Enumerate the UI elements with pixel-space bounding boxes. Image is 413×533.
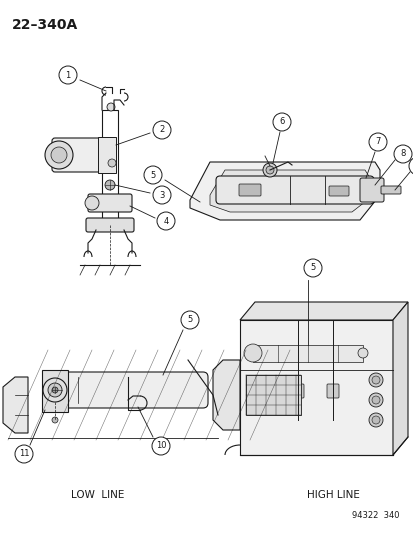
Text: 10: 10 (155, 441, 166, 450)
Polygon shape (42, 370, 68, 412)
Circle shape (45, 141, 73, 169)
Circle shape (272, 113, 290, 131)
Circle shape (52, 417, 58, 423)
Circle shape (59, 66, 77, 84)
Circle shape (43, 378, 67, 402)
FancyBboxPatch shape (53, 372, 207, 408)
Circle shape (368, 393, 382, 407)
Polygon shape (3, 377, 28, 433)
Circle shape (371, 376, 379, 384)
Circle shape (157, 212, 175, 230)
FancyBboxPatch shape (326, 384, 338, 398)
Circle shape (153, 121, 171, 139)
Circle shape (153, 186, 171, 204)
Circle shape (408, 157, 413, 175)
Circle shape (105, 180, 115, 190)
Text: 8: 8 (399, 149, 405, 158)
FancyBboxPatch shape (359, 178, 383, 202)
Polygon shape (240, 320, 392, 455)
Text: 1: 1 (65, 70, 71, 79)
Circle shape (368, 133, 386, 151)
Text: 2: 2 (159, 125, 164, 134)
Polygon shape (209, 170, 369, 212)
Text: 6: 6 (279, 117, 284, 126)
Circle shape (52, 387, 58, 393)
Polygon shape (240, 302, 407, 320)
Circle shape (371, 396, 379, 404)
Text: 94322  340: 94322 340 (351, 511, 399, 520)
Polygon shape (392, 302, 407, 455)
Polygon shape (252, 345, 362, 362)
Circle shape (85, 196, 99, 210)
Text: 5: 5 (310, 263, 315, 272)
Circle shape (108, 159, 116, 167)
Circle shape (243, 344, 261, 362)
FancyBboxPatch shape (88, 194, 132, 212)
Circle shape (371, 416, 379, 424)
Circle shape (48, 383, 62, 397)
Polygon shape (98, 137, 116, 173)
Text: 7: 7 (375, 138, 380, 147)
Bar (245, 375, 300, 415)
Circle shape (357, 348, 367, 358)
Text: 5: 5 (150, 171, 155, 180)
Circle shape (51, 147, 67, 163)
Text: 5: 5 (187, 316, 192, 325)
Circle shape (368, 373, 382, 387)
FancyBboxPatch shape (52, 138, 103, 172)
Text: LOW  LINE: LOW LINE (71, 490, 124, 500)
Text: 3: 3 (159, 190, 164, 199)
Circle shape (152, 437, 170, 455)
Circle shape (368, 413, 382, 427)
Polygon shape (190, 162, 379, 220)
FancyBboxPatch shape (291, 384, 303, 398)
Circle shape (262, 163, 276, 177)
Circle shape (107, 103, 115, 111)
Circle shape (15, 445, 33, 463)
FancyBboxPatch shape (238, 184, 260, 196)
Text: 22–340A: 22–340A (12, 18, 78, 32)
FancyBboxPatch shape (328, 186, 348, 196)
Circle shape (180, 311, 199, 329)
Text: 11: 11 (19, 449, 29, 458)
Circle shape (393, 145, 411, 163)
FancyBboxPatch shape (86, 218, 134, 232)
Circle shape (303, 259, 321, 277)
Polygon shape (212, 360, 240, 430)
FancyBboxPatch shape (216, 176, 373, 204)
Text: 4: 4 (163, 216, 168, 225)
Text: HIGH LINE: HIGH LINE (306, 490, 358, 500)
FancyBboxPatch shape (380, 186, 400, 194)
Circle shape (144, 166, 161, 184)
Circle shape (266, 166, 273, 174)
